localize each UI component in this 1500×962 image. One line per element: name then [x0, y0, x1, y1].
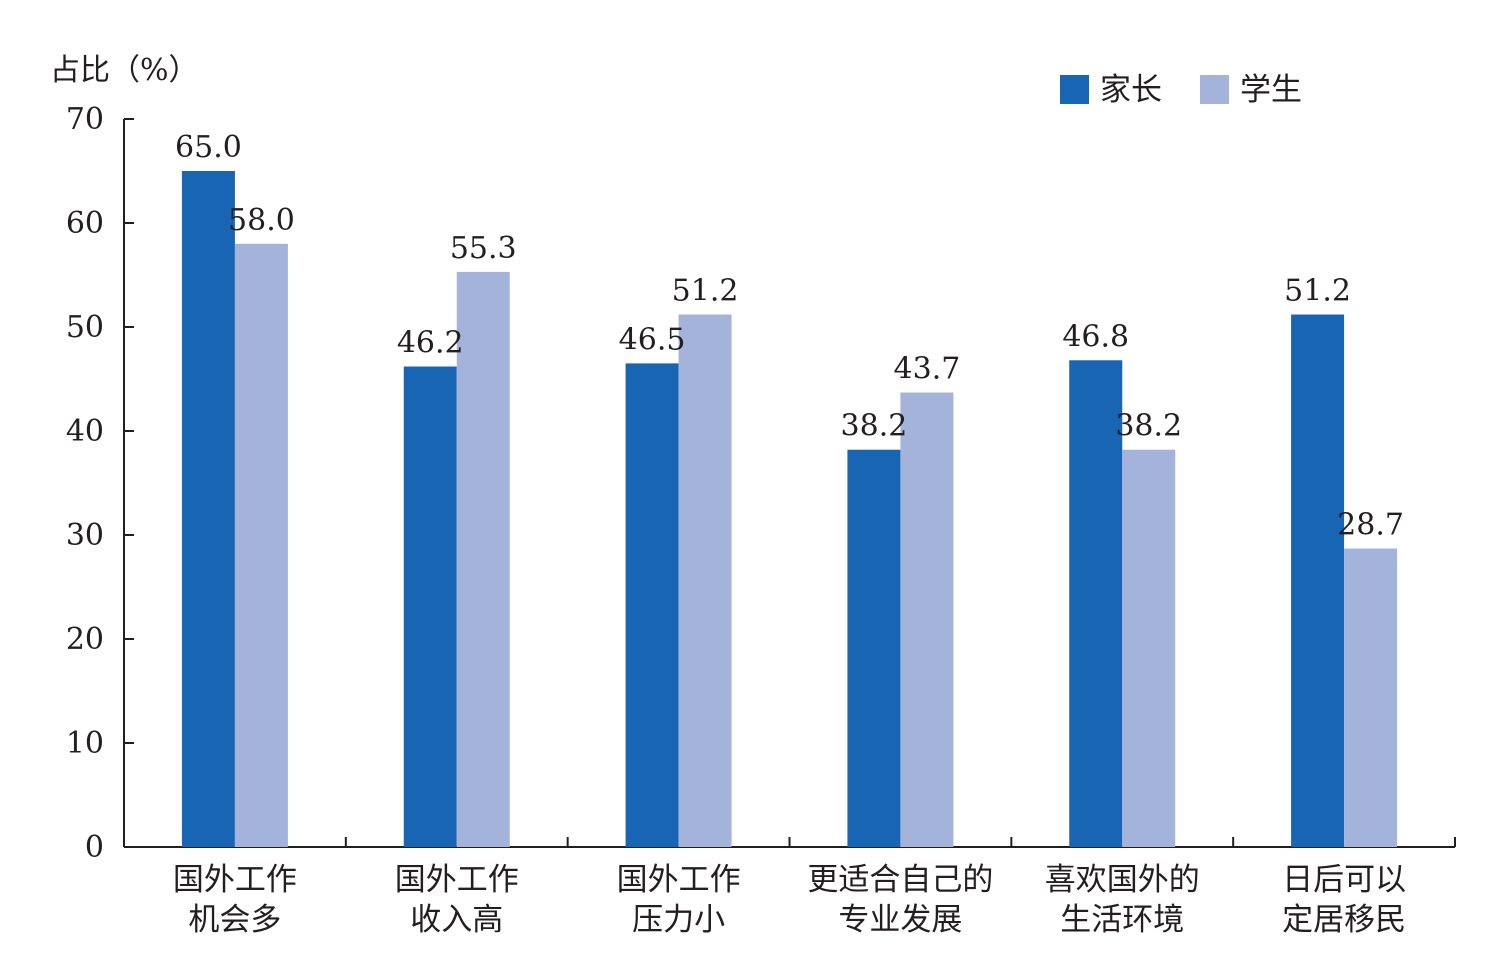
- x-tick-label: 国外工作: [395, 862, 519, 898]
- bar-parent: [403, 366, 457, 847]
- x-tick-label: 喜欢国外的: [1045, 862, 1200, 898]
- x-tick-label: 生活环境: [1060, 902, 1184, 938]
- bar-student: [234, 243, 288, 848]
- data-label: 38.2: [1115, 409, 1182, 444]
- y-tick-label: 70: [66, 102, 104, 137]
- bar-student: [1344, 548, 1398, 847]
- bar-student: [456, 271, 510, 847]
- bar-student: [900, 392, 954, 847]
- x-tick-label: 日后可以: [1282, 862, 1406, 898]
- y-tick-label: 30: [66, 518, 104, 553]
- legend-label: 学生: [1240, 72, 1302, 108]
- legend-swatch: [1060, 75, 1089, 104]
- x-tick-label: 专业发展: [838, 902, 962, 938]
- data-label: 46.8: [1062, 319, 1129, 354]
- legend-label: 家长: [1100, 72, 1162, 108]
- bar-parent: [1069, 360, 1123, 847]
- y-tick-label: 20: [66, 622, 104, 657]
- bar-student: [678, 314, 732, 847]
- y-tick-label: 40: [66, 414, 104, 449]
- data-label: 55.3: [450, 231, 517, 266]
- data-label: 65.0: [175, 130, 242, 165]
- y-axis-label: 占比（%）: [50, 53, 199, 88]
- x-tick-label: 定居移民: [1282, 902, 1406, 938]
- bars: [181, 171, 1398, 848]
- x-tick-label: 国外工作: [617, 862, 741, 898]
- legend: 家长 学生: [1060, 72, 1302, 108]
- data-label: 46.5: [619, 322, 686, 357]
- bar-parent: [181, 171, 235, 847]
- y-tick-label: 10: [66, 726, 104, 761]
- bar-parent: [847, 449, 901, 847]
- x-tick-label: 机会多: [188, 902, 281, 938]
- x-tick-label: 压力小: [632, 902, 725, 938]
- x-tick-label: 国外工作: [173, 862, 297, 898]
- x-tick-label: 收入高: [410, 902, 503, 938]
- data-label: 51.2: [1284, 274, 1351, 309]
- bar-parent: [1291, 314, 1345, 847]
- data-label: 46.2: [397, 326, 464, 361]
- bar-parent: [625, 363, 679, 847]
- y-tick-label: 0: [85, 830, 104, 865]
- bar-student: [1122, 449, 1176, 847]
- data-label: 51.2: [672, 274, 739, 309]
- y-tick-label: 50: [66, 310, 104, 345]
- legend-swatch: [1200, 75, 1229, 104]
- data-labels: 65.0 46.2 46.5 38.2 46.8 51.2 58.0 55.3 51.2 43.7…: [175, 130, 1404, 543]
- y-tick-label: 60: [66, 206, 104, 241]
- data-label: 58.0: [228, 203, 295, 238]
- data-label: 28.7: [1337, 508, 1404, 543]
- x-tick-label: 更适合自己的: [807, 862, 993, 898]
- data-label: 38.2: [841, 409, 908, 444]
- data-label: 43.7: [894, 352, 961, 387]
